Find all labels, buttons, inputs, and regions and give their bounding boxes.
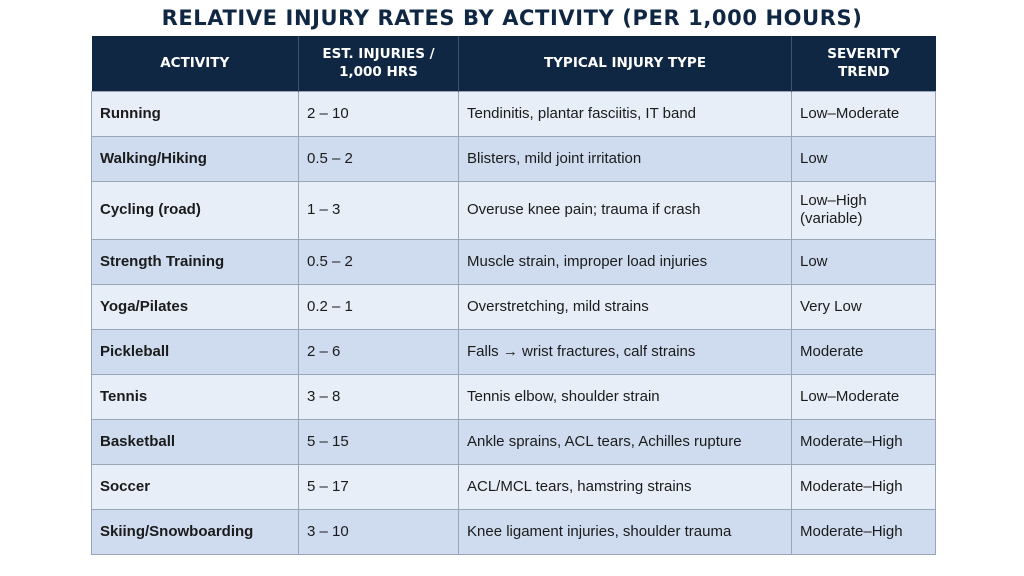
injury-type-cell: Falls → wrist fractures, calf strains — [458, 328, 792, 375]
severity-cell: Moderate–High — [791, 418, 936, 465]
table-row: Yoga/Pilates 0.2 – 1 Overstretching, mil… — [91, 283, 936, 330]
page-title: RELATIVE INJURY RATES BY ACTIVITY (PER 1… — [161, 6, 863, 30]
injuries-cell: 2 – 10 — [298, 90, 459, 137]
header-row: ACTIVITY EST. INJURIES / 1,000 HRS TYPIC… — [91, 36, 936, 91]
table-row: Running 2 – 10 Tendinitis, plantar fasci… — [91, 90, 936, 137]
severity-cell: Moderate–High — [791, 508, 936, 555]
table-row: Walking/Hiking 0.5 – 2 Blisters, mild jo… — [91, 135, 936, 182]
header-activity: ACTIVITY — [91, 36, 299, 91]
severity-cell: Low–High (variable) — [791, 180, 936, 240]
header-injuries: EST. INJURIES / 1,000 HRS — [298, 36, 459, 91]
severity-cell: Very Low — [791, 283, 936, 330]
activity-cell: Soccer — [91, 463, 299, 510]
activity-cell: Walking/Hiking — [91, 135, 299, 182]
header-severity-trend: SEVERITY TREND — [791, 36, 936, 91]
activity-cell: Running — [91, 90, 299, 137]
severity-cell: Low — [791, 238, 936, 285]
table-row: Basketball 5 – 15 Ankle sprains, ACL tea… — [91, 418, 936, 465]
injury-type-cell: Tendinitis, plantar fasciitis, IT band — [458, 90, 792, 137]
severity-cell: Low — [791, 135, 936, 182]
activity-cell: Basketball — [91, 418, 299, 465]
injury-type-cell: Muscle strain, improper load injuries — [458, 238, 792, 285]
table-row: Tennis 3 – 8 Tennis elbow, shoulder stra… — [91, 373, 936, 420]
injury-type-cell: Tennis elbow, shoulder strain — [458, 373, 792, 420]
table-row: Pickleball 2 – 6 Falls → wrist fractures… — [91, 328, 936, 375]
table-row: Strength Training 0.5 – 2 Muscle strain,… — [91, 238, 936, 285]
injuries-cell: 0.5 – 2 — [298, 135, 459, 182]
severity-cell: Moderate — [791, 328, 936, 375]
injury-type-cell: Overuse knee pain; trauma if crash — [458, 180, 792, 240]
injury-type-cell: Overstretching, mild strains — [458, 283, 792, 330]
injuries-cell: 5 – 15 — [298, 418, 459, 465]
activity-cell: Yoga/Pilates — [91, 283, 299, 330]
injury-type-cell: Knee ligament injuries, shoulder trauma — [458, 508, 792, 555]
injury-type-cell: Ankle sprains, ACL tears, Achilles ruptu… — [458, 418, 792, 465]
injuries-cell: 0.5 – 2 — [298, 238, 459, 285]
injury-type-cell: ACL/MCL tears, hamstring strains — [458, 463, 792, 510]
injury-rates-table: ACTIVITY EST. INJURIES / 1,000 HRS TYPIC… — [91, 36, 936, 555]
activity-cell: Skiing/Snowboarding — [91, 508, 299, 555]
injuries-cell: 3 – 8 — [298, 373, 459, 420]
table-row: Soccer 5 – 17 ACL/MCL tears, hamstring s… — [91, 463, 936, 510]
activity-cell: Pickleball — [91, 328, 299, 375]
severity-cell: Low–Moderate — [791, 90, 936, 137]
severity-cell: Moderate–High — [791, 463, 936, 510]
activity-cell: Strength Training — [91, 238, 299, 285]
table-row: Skiing/Snowboarding 3 – 10 Knee ligament… — [91, 508, 936, 555]
header-injury-type: TYPICAL INJURY TYPE — [458, 36, 792, 91]
table-row: Cycling (road) 1 – 3 Overuse knee pain; … — [91, 180, 936, 240]
injuries-cell: 5 – 17 — [298, 463, 459, 510]
injuries-cell: 3 – 10 — [298, 508, 459, 555]
activity-cell: Cycling (road) — [91, 180, 299, 240]
injuries-cell: 0.2 – 1 — [298, 283, 459, 330]
severity-cell: Low–Moderate — [791, 373, 936, 420]
activity-cell: Tennis — [91, 373, 299, 420]
injuries-cell: 2 – 6 — [298, 328, 459, 375]
injury-type-cell: Blisters, mild joint irritation — [458, 135, 792, 182]
injuries-cell: 1 – 3 — [298, 180, 459, 240]
